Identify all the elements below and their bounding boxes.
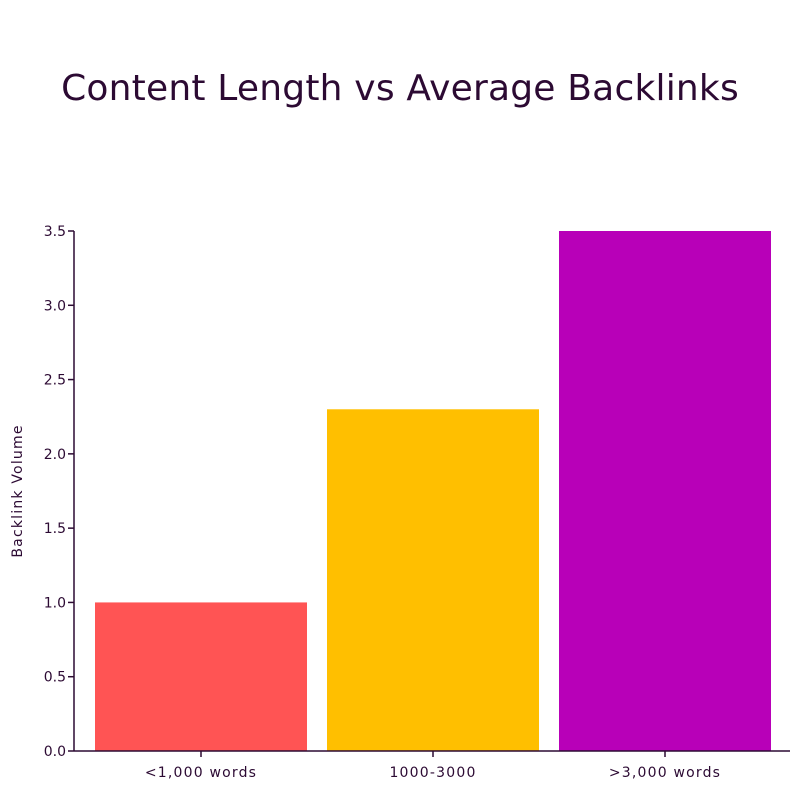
y-tick-label: 1.0 [44,595,66,611]
y-tick-label: 3.0 [44,298,66,314]
y-axis-label: Backlink Volume [10,424,26,557]
x-tick-label: 1000-3000 [389,765,476,781]
y-tick-label: 2.5 [44,373,66,389]
bar [327,409,539,751]
bar [559,231,771,751]
y-tick-label: 0.0 [44,744,66,760]
y-tick-label: 2.0 [44,447,66,463]
y-tick-label: 1.5 [44,521,66,537]
bar [95,602,307,751]
x-tick-label: >3,000 words [609,765,721,781]
y-tick-label: 3.5 [44,224,66,240]
x-axis-ticks: <1,000 words 1000-3000 >3,000 words [145,751,721,781]
x-tick-label: <1,000 words [145,765,257,781]
y-tick-label: 0.5 [44,670,66,686]
bars [95,231,771,751]
chart-title: Content Length vs Average Backlinks [61,68,739,109]
y-axis-ticks: 0.0 0.5 1.0 1.5 2.0 2.5 3.0 3.5 [44,224,74,760]
